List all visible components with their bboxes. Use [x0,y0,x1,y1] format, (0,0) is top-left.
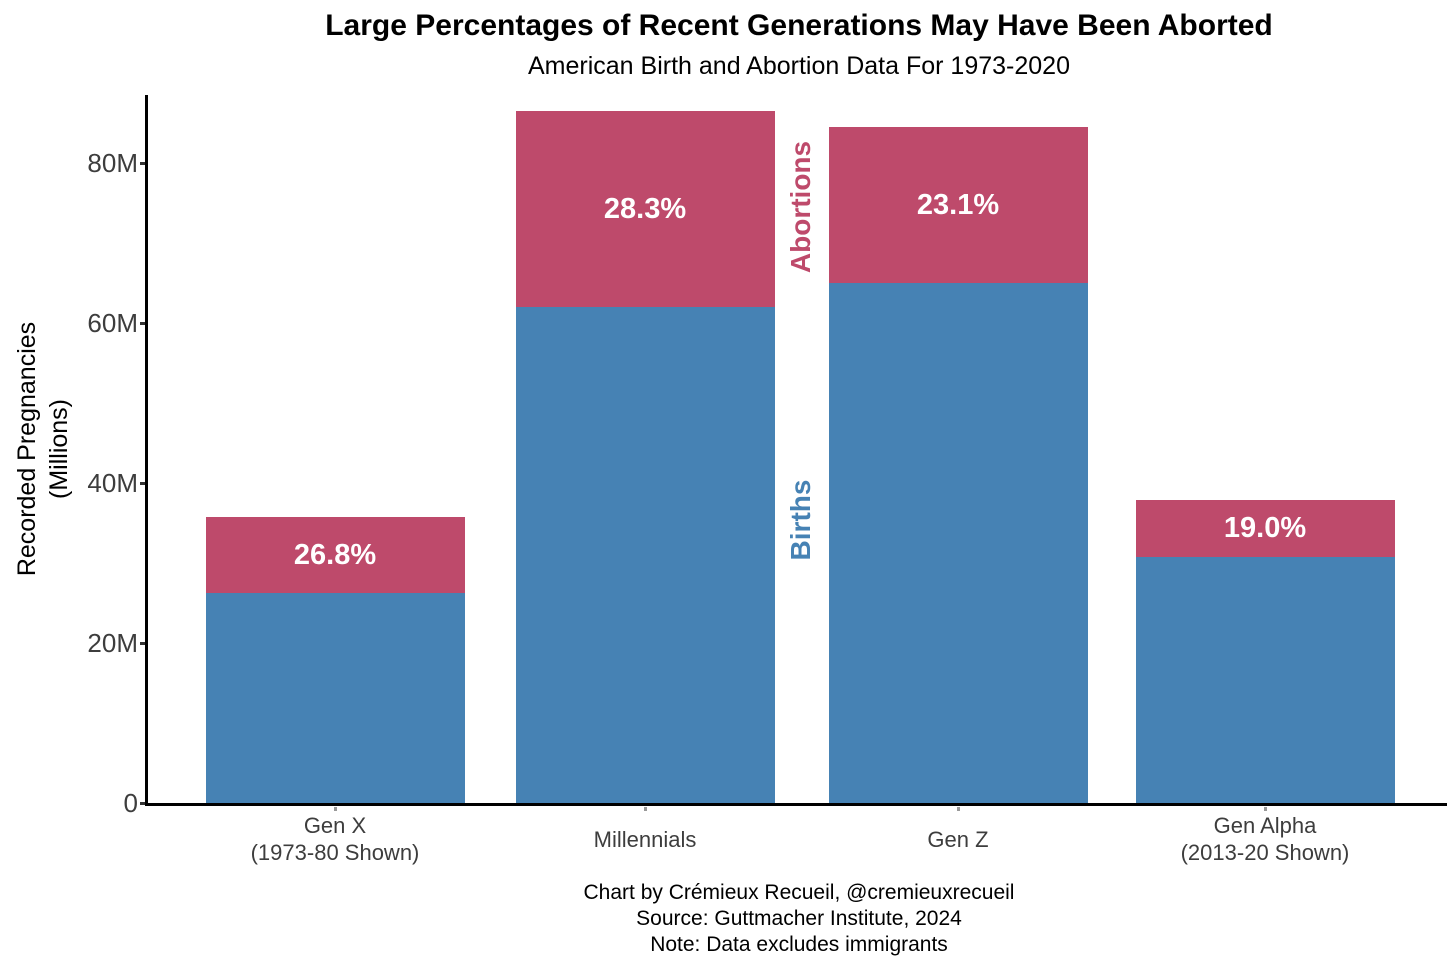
y-tick-label-60M: 60M [87,308,138,338]
y-tick-label-20M: 20M [87,628,138,658]
y-tick-label-0: 0 [123,788,138,818]
x-label-millennials-line1: Millennials [593,826,697,852]
bar-millennials-abortions-segment: 28.3% [515,111,775,307]
x-label-gen-z-line1: Gen Z [927,826,989,852]
x-label-gen-x-line1: Gen X [303,813,367,838]
chart-subtitle: American Birth and Abortion Data For 197… [528,52,1070,80]
x-tick-mark-gen-alpha [1263,807,1267,811]
y-tick-mark-0 [140,801,147,805]
bar-millennials-births-segment [515,307,775,803]
y-tick-label-40M: 40M [87,468,138,498]
x-label-gen-z: Gen Z [793,810,1123,868]
x-label-gen-alpha: Gen Alpha (2013-20 Shown) [1100,810,1430,868]
bar-gen-alpha-abortion-pct-label: 19.0% [1223,512,1307,545]
bar-gen-alpha-abortions-segment: 19.0% [1135,499,1395,558]
births-series-label: Births [785,479,816,561]
y-axis-title-line2: (Millions) [45,399,73,499]
y-tick-mark-80M [140,161,147,165]
y-axis-title-line1: Recorded Pregnancies [13,321,41,577]
x-label-gen-x: Gen X (1973-80 Shown) [170,810,500,868]
caption-credit: Chart by Crémieux Recueil, @cremieuxrecu… [583,881,1015,904]
x-label-gen-alpha-line1: Gen Alpha [1213,813,1317,838]
x-tick-mark-millennials [643,807,647,811]
x-label-gen-alpha-line2: (2013-20 Shown) [1180,840,1350,865]
x-label-millennials: Millennials [480,810,810,868]
bar-gen-z-abortion-pct-label: 23.1% [916,188,1000,221]
y-tick-mark-60M [140,321,147,325]
x-tick-mark-gen-z [956,807,960,811]
plot-area: Abortions Births 26.8% 28.3% 23.1% 19.0% [145,95,1447,806]
chart-captions: Chart by Crémieux Recueil, @cremieuxrecu… [148,880,1450,958]
caption-source: Source: Guttmacher Institute, 2024 [636,907,962,930]
bar-gen-x-births-segment [205,593,465,803]
abortions-series-label: Abortions [785,140,816,274]
chart-title: Large Percentages of Recent Generations … [325,9,1273,42]
bar-gen-z: 23.1% [828,127,1088,803]
y-tick-mark-40M [140,481,147,485]
y-tick-label-80M: 80M [87,148,138,178]
bar-gen-alpha-births-segment [1135,557,1395,803]
bar-gen-z-births-segment [828,283,1088,803]
bar-millennials: 28.3% [515,111,775,803]
bar-gen-x: 26.8% [205,516,465,803]
bar-gen-x-abortion-pct-label: 26.8% [293,538,377,571]
bar-millennials-abortion-pct-label: 28.3% [603,192,687,225]
x-label-gen-x-line2: (1973-80 Shown) [250,840,420,865]
caption-note: Note: Data excludes immigrants [650,933,948,956]
x-tick-mark-gen-x [333,807,337,811]
y-tick-mark-20M [140,641,147,645]
bar-gen-z-abortions-segment: 23.1% [828,127,1088,283]
y-axis-title: Recorded Pregnancies (Millions) [11,95,75,803]
bar-gen-alpha: 19.0% [1135,499,1395,803]
bar-gen-x-abortions-segment: 26.8% [205,516,465,594]
